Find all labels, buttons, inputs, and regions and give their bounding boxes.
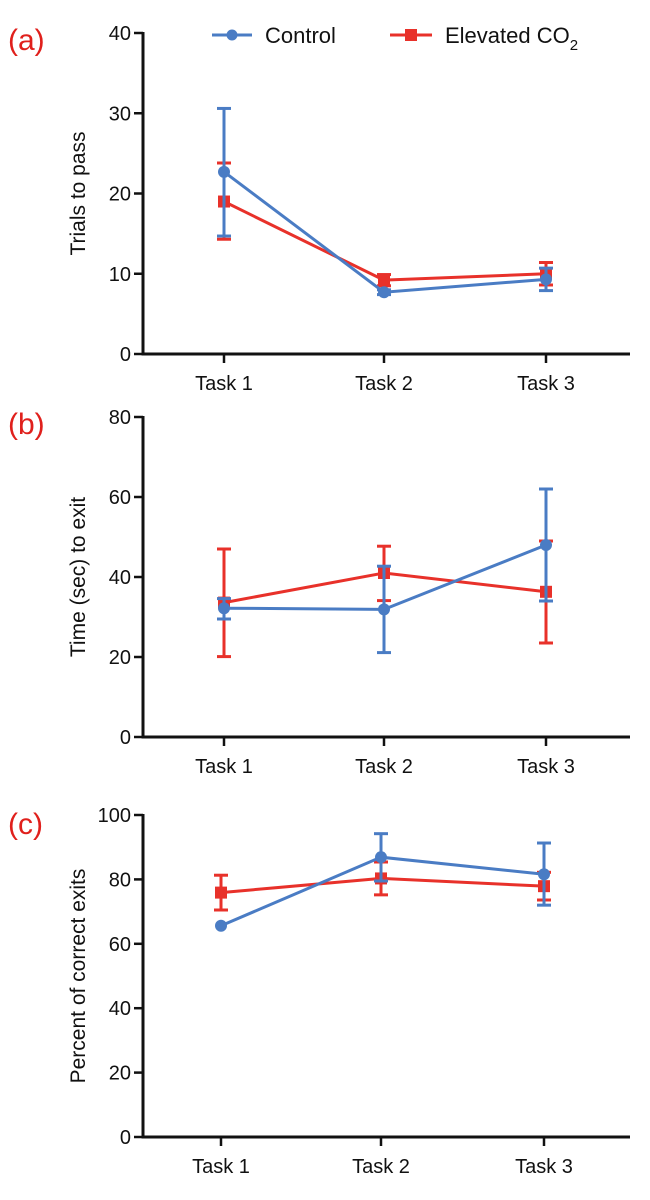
y-tick-label: 80 xyxy=(109,407,131,429)
x-tick-label: Task 2 xyxy=(355,756,413,778)
series-line xyxy=(223,200,547,282)
y-tick-label: 20 xyxy=(109,184,131,206)
x-tick-label: Task 2 xyxy=(355,373,413,395)
legend-elevated-marker xyxy=(405,29,417,41)
y-axis-title: Percent of correct exits xyxy=(67,869,90,1084)
data-point-control xyxy=(540,273,552,286)
x-tick-label: Task 2 xyxy=(352,1156,410,1178)
legend: Control Elevated CO2 xyxy=(212,23,578,54)
panel-letter: (c) xyxy=(8,808,43,841)
y-tick-label: 60 xyxy=(109,487,131,509)
data-point-elevated xyxy=(378,274,390,287)
y-tick-label: 100 xyxy=(98,805,131,827)
legend-control-label: Control xyxy=(265,23,336,48)
y-tick-label: 40 xyxy=(109,23,131,45)
legend-control-marker xyxy=(226,29,238,41)
y-tick-label: 30 xyxy=(109,103,131,125)
data-point-control xyxy=(540,539,552,551)
y-tick-label: 0 xyxy=(120,1127,131,1149)
legend-elevated-subscript: 2 xyxy=(570,37,578,54)
y-tick-label: 40 xyxy=(109,998,131,1020)
x-tick-label: Task 3 xyxy=(515,1156,573,1178)
data-point-control xyxy=(538,868,550,881)
y-axis-title: Trials to pass xyxy=(67,131,90,255)
data-point-control xyxy=(378,286,390,299)
y-tick-label: 20 xyxy=(109,1063,131,1085)
x-tick-label: Task 1 xyxy=(192,1156,250,1178)
chart-panel-2: (c) 0 20 40 60 80 100 Task 1 Task 2 Task 3 Percent… xyxy=(8,805,630,1178)
x-tick-label: Task 3 xyxy=(517,756,575,778)
y-tick-label: 60 xyxy=(109,934,131,956)
x-tick-label: Task 3 xyxy=(517,373,575,395)
series-control xyxy=(217,487,553,655)
x-tick-label: Task 1 xyxy=(195,756,253,778)
x-tick-label: Task 1 xyxy=(195,373,253,395)
y-tick-label: 80 xyxy=(109,869,131,891)
panel-letter: (a) xyxy=(8,24,45,57)
y-tick-label: 10 xyxy=(109,264,131,286)
y-tick-label: 0 xyxy=(120,344,131,366)
data-point-elevated xyxy=(215,886,227,899)
series-control xyxy=(215,832,551,932)
panel-letter: (b) xyxy=(8,408,45,441)
y-tick-label: 20 xyxy=(109,647,131,669)
data-point-control xyxy=(218,165,230,178)
data-point-control xyxy=(215,919,227,932)
data-point-control xyxy=(375,851,387,864)
chart-panel-0: (a) 0 10 20 30 40 Task 1 Task 2 Task 3 Trials to … xyxy=(8,23,630,395)
series-control xyxy=(217,106,553,299)
data-point-control xyxy=(218,602,230,615)
chart-panel-1: (b) 0 20 40 60 80 Task 1 Task 2 Task 3 Time (sec)… xyxy=(8,407,630,778)
series-elevated xyxy=(217,161,553,288)
legend-elevated-label: Elevated CO2 xyxy=(445,23,578,54)
legend-elevated-text: Elevated CO xyxy=(445,23,570,48)
data-point-control xyxy=(378,603,390,616)
y-axis-title: Time (sec) to exit xyxy=(67,497,90,657)
y-tick-label: 0 xyxy=(120,727,131,749)
y-tick-label: 40 xyxy=(109,567,131,589)
